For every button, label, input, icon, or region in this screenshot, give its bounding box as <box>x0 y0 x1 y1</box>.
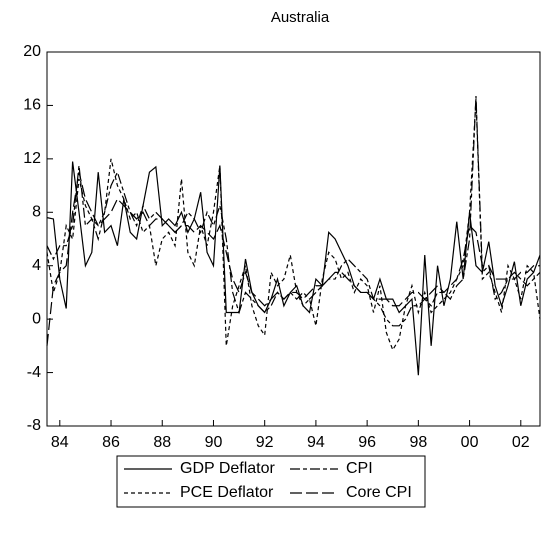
legend-label: GDP Deflator <box>180 460 276 477</box>
chart-title: Australia <box>271 9 330 26</box>
x-tick-label: 02 <box>512 434 530 451</box>
y-tick-label: 16 <box>23 97 41 114</box>
x-tick-label: 96 <box>358 434 376 451</box>
legend-frame <box>116 455 426 508</box>
series-line <box>46 161 541 376</box>
x-tick-label: 00 <box>461 434 479 451</box>
x-tick-label: 98 <box>409 434 427 451</box>
x-tick-label: 86 <box>102 434 120 451</box>
series-line <box>46 98 541 352</box>
plot-frame <box>46 51 541 427</box>
legend-label: Core CPI <box>346 484 412 501</box>
legend-label: PCE Deflator <box>180 484 274 501</box>
y-tick-label: -4 <box>27 364 41 381</box>
legend-label: CPI <box>346 460 373 477</box>
series-line <box>46 96 541 327</box>
y-tick-label: 8 <box>32 204 41 221</box>
x-tick-label: 88 <box>153 434 171 451</box>
y-tick-label: 4 <box>32 257 41 274</box>
y-tick-label: -8 <box>27 417 41 434</box>
y-tick-label: 0 <box>32 310 41 327</box>
x-tick-label: 90 <box>205 434 223 451</box>
x-tick-label: 94 <box>307 434 325 451</box>
x-tick-label: 92 <box>256 434 274 451</box>
y-tick-label: 20 <box>23 43 41 60</box>
x-tick-label: 84 <box>51 434 69 451</box>
series-line <box>46 172 540 346</box>
y-tick-label: 12 <box>23 150 41 167</box>
